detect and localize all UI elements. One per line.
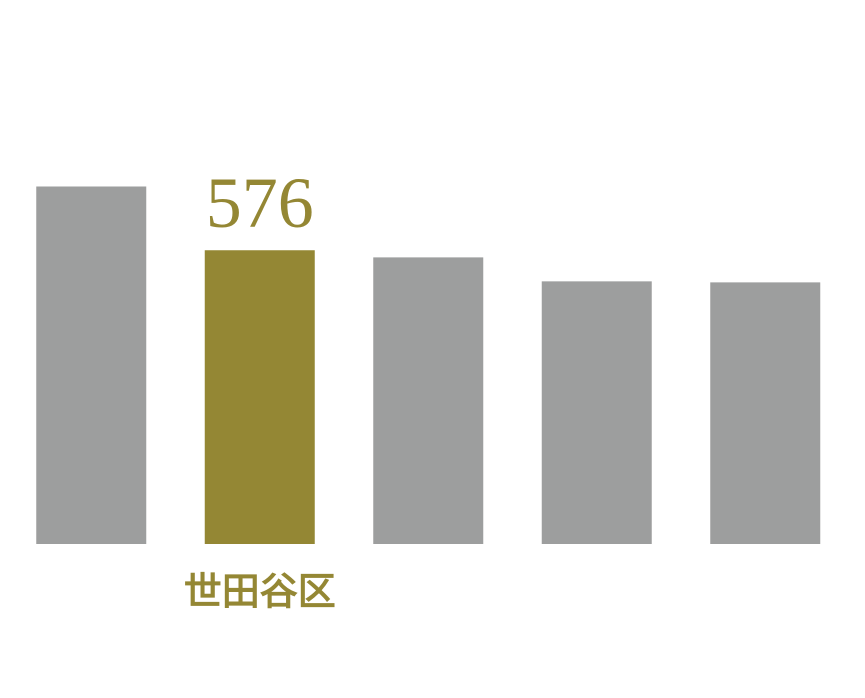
bar [541,281,652,544]
bar [373,257,484,544]
category-label: 世田谷区 [184,572,336,614]
value-label: 576 [206,163,314,243]
bar [710,282,821,544]
bar [36,186,147,545]
bar [204,250,315,545]
